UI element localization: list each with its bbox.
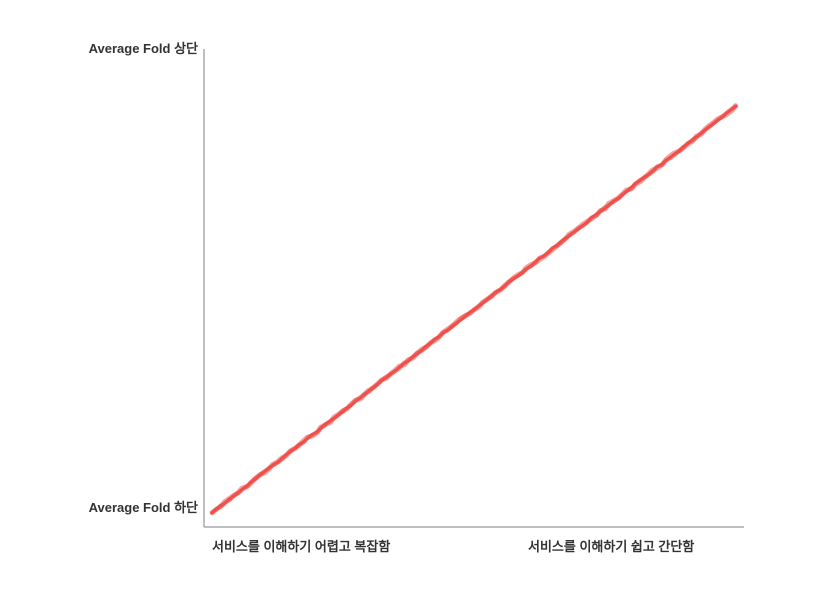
chart-container: Average Fold 상단 Average Fold 하단 서비스를 이해하… [0, 0, 814, 604]
x-axis-right-label: 서비스를 이해하기 쉽고 간단함 [528, 539, 694, 554]
chart-svg: Average Fold 상단 Average Fold 하단 서비스를 이해하… [0, 0, 814, 604]
y-axis-top-label: Average Fold 상단 [89, 41, 198, 56]
y-axis-bottom-label: Average Fold 하단 [89, 500, 198, 515]
x-axis-left-label: 서비스를 이해하기 어렵고 복잡함 [212, 539, 390, 554]
